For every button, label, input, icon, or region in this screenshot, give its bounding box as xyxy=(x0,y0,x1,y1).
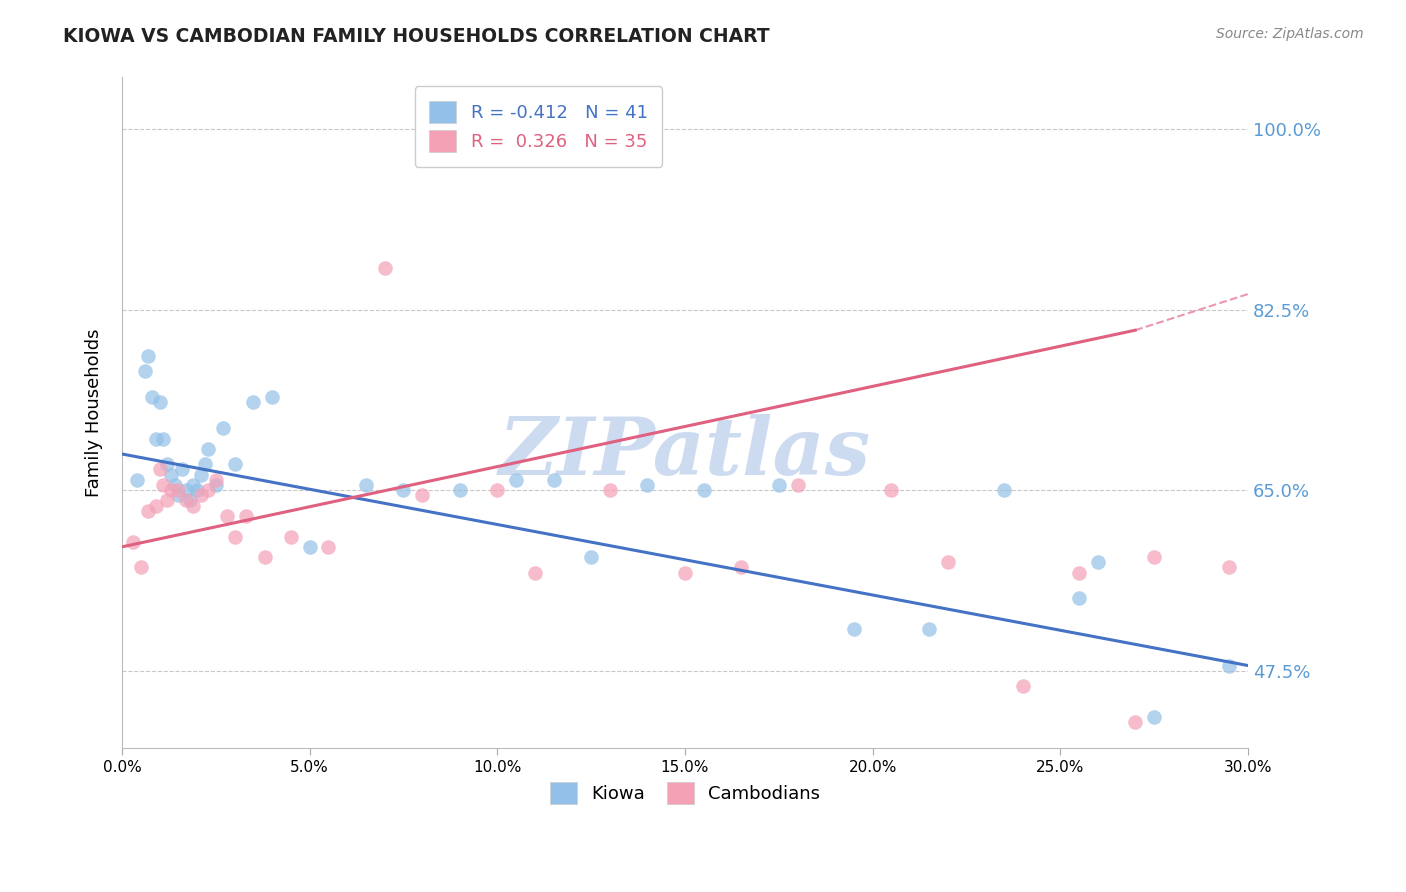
Point xyxy=(145,499,167,513)
Point xyxy=(141,390,163,404)
Point xyxy=(768,478,790,492)
Point xyxy=(174,483,197,497)
Point xyxy=(194,458,217,472)
Point xyxy=(599,483,621,497)
Point xyxy=(179,493,201,508)
Point xyxy=(673,566,696,580)
Point xyxy=(156,458,179,472)
Point xyxy=(242,395,264,409)
Point xyxy=(190,488,212,502)
Point xyxy=(262,390,284,404)
Point xyxy=(579,550,602,565)
Point xyxy=(1123,715,1146,730)
Point xyxy=(374,261,396,276)
Point xyxy=(1011,679,1033,693)
Point xyxy=(280,530,302,544)
Point xyxy=(505,473,527,487)
Point xyxy=(197,442,219,456)
Point xyxy=(205,478,228,492)
Point xyxy=(212,421,235,435)
Text: Source: ZipAtlas.com: Source: ZipAtlas.com xyxy=(1216,27,1364,41)
Point xyxy=(880,483,903,497)
Point xyxy=(298,540,321,554)
Point xyxy=(172,462,194,476)
Point xyxy=(253,550,276,565)
Point xyxy=(235,508,257,523)
Point xyxy=(786,478,808,492)
Point xyxy=(224,458,246,472)
Point xyxy=(411,488,433,502)
Point xyxy=(167,483,190,497)
Point xyxy=(1067,566,1090,580)
Point xyxy=(160,467,183,482)
Point xyxy=(842,623,865,637)
Point xyxy=(543,473,565,487)
Point xyxy=(174,493,197,508)
Point xyxy=(1087,555,1109,569)
Point xyxy=(636,478,658,492)
Point xyxy=(152,478,174,492)
Point xyxy=(354,478,377,492)
Point xyxy=(1218,560,1240,574)
Point xyxy=(160,483,183,497)
Point xyxy=(134,364,156,378)
Point xyxy=(523,566,546,580)
Text: KIOWA VS CAMBODIAN FAMILY HOUSEHOLDS CORRELATION CHART: KIOWA VS CAMBODIAN FAMILY HOUSEHOLDS COR… xyxy=(63,27,770,45)
Point xyxy=(392,483,415,497)
Point xyxy=(693,483,716,497)
Point xyxy=(224,530,246,544)
Y-axis label: Family Households: Family Households xyxy=(86,328,103,497)
Point xyxy=(183,478,205,492)
Point xyxy=(136,504,159,518)
Point xyxy=(125,473,148,487)
Legend: Kiowa, Cambodians: Kiowa, Cambodians xyxy=(541,772,830,813)
Point xyxy=(197,483,219,497)
Point xyxy=(190,467,212,482)
Point xyxy=(1067,591,1090,606)
Point xyxy=(156,493,179,508)
Point xyxy=(136,349,159,363)
Point xyxy=(936,555,959,569)
Point xyxy=(148,462,170,476)
Point xyxy=(183,499,205,513)
Point xyxy=(163,478,186,492)
Text: ZIPatlas: ZIPatlas xyxy=(499,414,870,491)
Point xyxy=(993,483,1015,497)
Point xyxy=(122,534,145,549)
Point xyxy=(129,560,152,574)
Point xyxy=(1143,550,1166,565)
Point xyxy=(148,395,170,409)
Point xyxy=(318,540,340,554)
Point xyxy=(1143,710,1166,724)
Point xyxy=(730,560,752,574)
Point xyxy=(167,488,190,502)
Point xyxy=(449,483,471,497)
Point xyxy=(145,432,167,446)
Point xyxy=(205,473,228,487)
Point xyxy=(1218,658,1240,673)
Point xyxy=(152,432,174,446)
Point xyxy=(486,483,509,497)
Point xyxy=(217,508,239,523)
Point xyxy=(186,483,208,497)
Point xyxy=(918,623,941,637)
